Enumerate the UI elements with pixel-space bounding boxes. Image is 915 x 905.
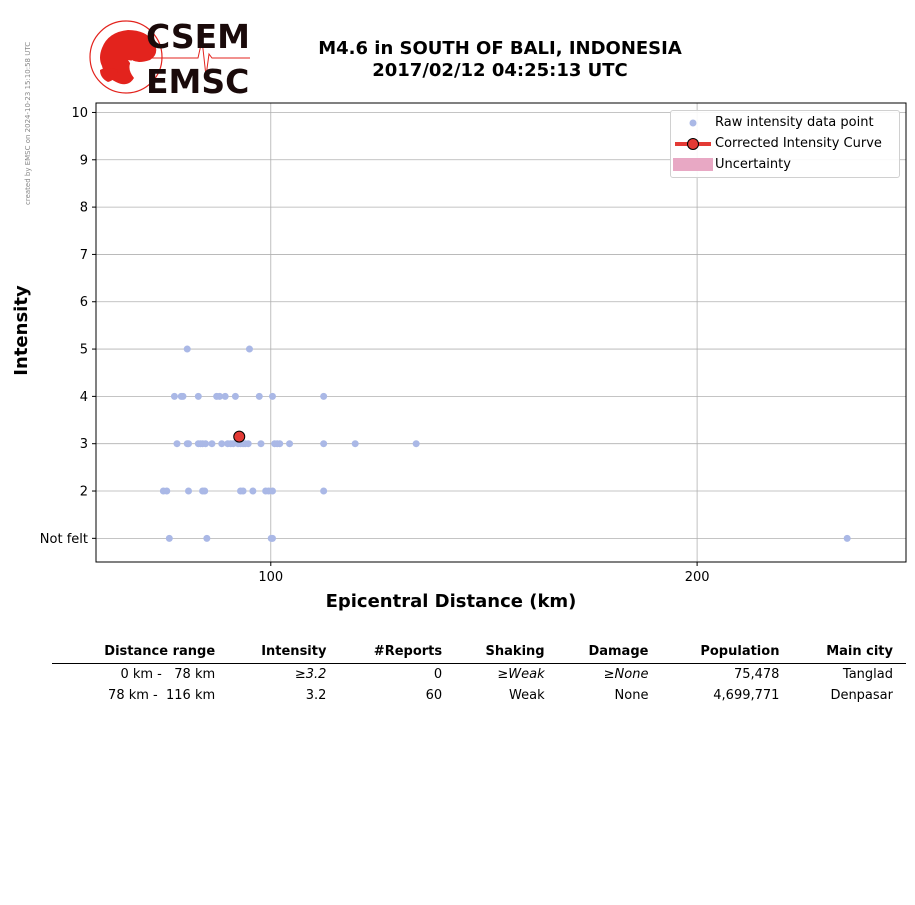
- data-point: [286, 440, 294, 448]
- intensity-summary-table: Distance range Intensity #Reports Shakin…: [52, 642, 906, 706]
- cell-population: 75,478: [733, 667, 780, 682]
- y-tick-label: 6: [80, 295, 88, 310]
- y-axis-label: Intensity: [11, 285, 32, 376]
- data-point: [320, 392, 328, 400]
- data-point: [203, 534, 211, 542]
- y-tick-label: 9: [80, 153, 88, 168]
- y-tick-label: 7: [80, 248, 88, 263]
- legend-raw-label: Raw intensity data point: [715, 115, 874, 130]
- data-point: [216, 392, 224, 400]
- header-reports: #Reports: [339, 642, 456, 664]
- cell-intensity: 3.2: [305, 688, 327, 703]
- table-row: 0 km - 78 km ≥3.2 0 ≥Weak ≥None 75,478 T…: [52, 664, 906, 686]
- intensity-chart: Not felt 2 3 4 5 6 7 8 9 10 100 200 Epicentral Dista…: [11, 102, 907, 612]
- data-point: [221, 392, 229, 400]
- chart-legend: Raw intensity data point Corrected Inten…: [670, 110, 900, 178]
- data-point: [412, 440, 420, 448]
- y-tick-label: 2: [80, 485, 88, 500]
- data-point: [208, 440, 216, 448]
- legend-uncertainty-label: Uncertainty: [715, 157, 791, 172]
- data-point: [276, 440, 284, 448]
- x-axis-label: Epicentral Distance (km): [326, 591, 577, 612]
- data-point: [245, 345, 253, 353]
- header-distance-range: Distance range: [52, 642, 229, 664]
- header-main-city: Main city: [792, 642, 906, 664]
- y-tick-label: 3: [80, 437, 88, 452]
- chart-title: M4.6 in SOUTH OF BALI, INDONESIA 2017/02…: [260, 38, 740, 82]
- data-point: [249, 487, 257, 495]
- y-tick-label: 5: [80, 343, 88, 358]
- data-point: [255, 392, 263, 400]
- data-point: [163, 487, 171, 495]
- cell-shaking: ≥Weak: [497, 667, 545, 682]
- legend-raw-marker: [689, 119, 697, 127]
- header-population: Population: [661, 642, 793, 664]
- x-tick-label: 200: [685, 570, 710, 585]
- cell-city: Denpasar: [830, 688, 893, 703]
- legend-item-uncertainty: Uncertainty: [671, 155, 899, 175]
- data-point: [185, 440, 193, 448]
- cell-distance: 0 km - 78 km: [120, 667, 216, 682]
- csem-emsc-logo: CSEM EMSC: [88, 17, 258, 101]
- data-point: [194, 392, 202, 400]
- header-intensity: Intensity: [228, 642, 340, 664]
- data-point: [173, 440, 181, 448]
- data-point: [268, 534, 276, 542]
- data-point: [268, 487, 276, 495]
- x-tick-label: 100: [258, 570, 283, 585]
- table-row: 78 km - 116 km 3.2 60 Weak None 4,699,77…: [52, 685, 906, 706]
- data-point: [165, 534, 173, 542]
- cell-reports: 0: [433, 667, 443, 682]
- title-line-datetime: 2017/02/12 04:25:13 UTC: [372, 60, 628, 81]
- logo-graphic: CSEM EMSC: [89, 17, 250, 101]
- header-shaking: Shaking: [455, 642, 558, 664]
- cell-reports: 60: [425, 688, 443, 703]
- data-point: [239, 487, 247, 495]
- y-tick-label: 4: [80, 390, 88, 405]
- data-point: [202, 440, 210, 448]
- table-header-row: Distance range Intensity #Reports Shakin…: [52, 642, 906, 664]
- data-point: [244, 440, 252, 448]
- data-point: [351, 440, 359, 448]
- cell-population: 4,699,771: [713, 688, 780, 703]
- corrected-intensity-point: [233, 430, 246, 443]
- data-point: [218, 440, 226, 448]
- data-point: [183, 345, 191, 353]
- legend-curve-marker: [675, 138, 711, 150]
- y-tick-label: Not felt: [40, 532, 88, 547]
- cell-distance: 78 km - 116 km: [108, 688, 216, 703]
- data-point: [185, 487, 193, 495]
- data-point: [320, 440, 328, 448]
- cell-damage: None: [614, 688, 649, 703]
- cell-shaking: Weak: [509, 688, 545, 703]
- cell-intensity: ≥3.2: [294, 667, 327, 682]
- data-point: [320, 487, 328, 495]
- data-point: [170, 392, 178, 400]
- plot-frame: [95, 102, 907, 563]
- data-point: [257, 440, 265, 448]
- data-point: [231, 392, 239, 400]
- y-tick-label: 8: [80, 201, 88, 216]
- data-point: [268, 392, 276, 400]
- legend-curve-label: Corrected Intensity Curve: [715, 136, 882, 151]
- cell-city: Tanglad: [842, 667, 893, 682]
- legend-item-raw: Raw intensity data point: [671, 113, 899, 133]
- data-point: [843, 534, 851, 542]
- data-point: [201, 487, 209, 495]
- svg-text:EMSC: EMSC: [146, 62, 249, 98]
- y-tick-label: 10: [71, 106, 88, 121]
- cell-damage: ≥None: [603, 667, 649, 682]
- header-damage: Damage: [557, 642, 662, 664]
- data-point: [179, 392, 187, 400]
- title-line-event: M4.6 in SOUTH OF BALI, INDONESIA: [318, 38, 682, 59]
- legend-uncertainty-marker: [673, 158, 713, 171]
- svg-text:CSEM: CSEM: [146, 18, 250, 56]
- legend-item-curve: Corrected Intensity Curve: [671, 134, 899, 154]
